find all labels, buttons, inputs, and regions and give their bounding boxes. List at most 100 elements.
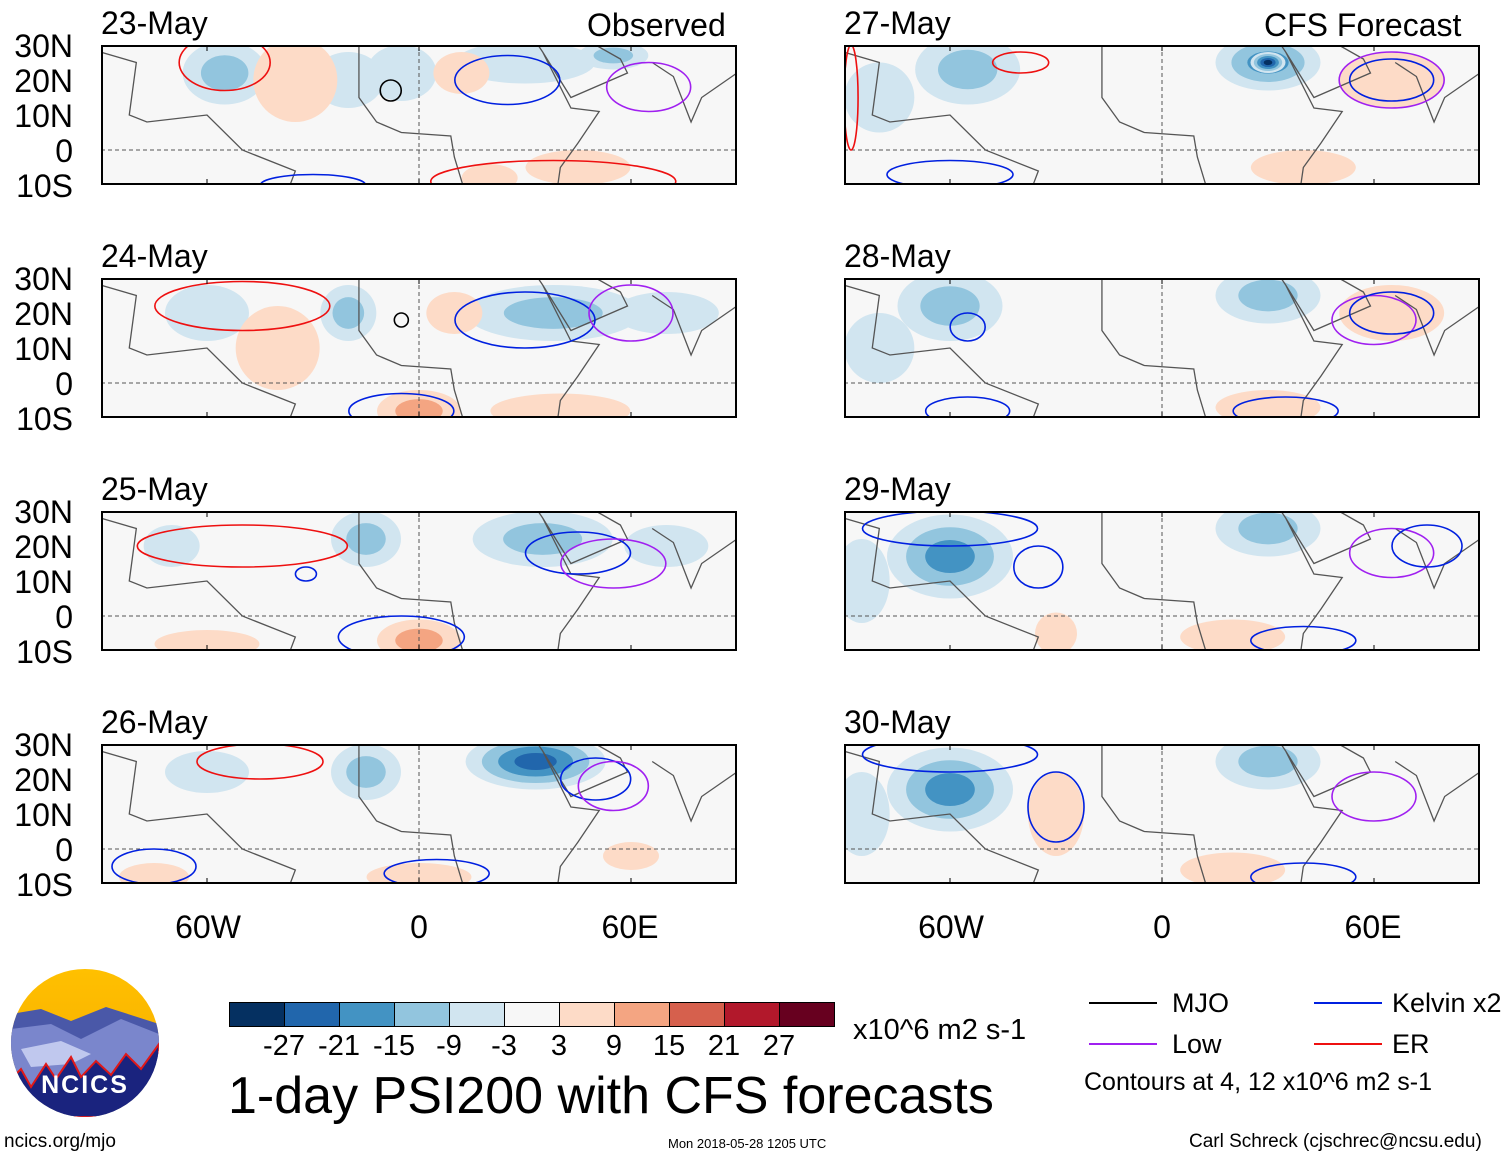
contour-note: Contours at 4, 12 x10^6 m2 s-1 [1084,1068,1433,1096]
anomaly-shading [455,45,595,84]
legend-er-line [1314,1043,1382,1045]
lat-label: 30N [14,494,73,530]
legend-low: Low [1172,1029,1222,1059]
contour-kelvin [111,848,197,884]
map-panel-24-May [101,278,737,418]
anomaly-shading [346,523,386,555]
anomaly-shading [844,539,890,623]
map-panel-25-May [101,511,737,651]
contour-kelvin [348,392,455,418]
legend-mjo-line [1089,1002,1157,1004]
contour-mjo [393,312,410,328]
anomaly-shading [235,306,320,390]
contour-er [154,280,331,332]
lat-label: 10N [14,564,73,600]
contour-kelvin [1232,396,1339,418]
site-link[interactable]: ncics.org/mjo [4,1131,116,1152]
svg-text:NCICS: NCICS [41,1071,129,1099]
contour-kelvin [924,396,1011,418]
colorbar-tick-label: 15 [652,1030,686,1062]
contour-er [991,51,1050,74]
legend-low-line [1089,1043,1157,1045]
contour-low [1338,51,1445,109]
lat-label: 30N [14,727,73,763]
anomaly-shading [1339,52,1445,108]
legend-mjo: MJO [1172,988,1229,1018]
map-panel-23-May [101,45,737,185]
anomaly-shading [1180,852,1286,884]
panel-date: 28-May [844,238,951,274]
contour-kelvin [294,566,318,582]
lat-label: 10S [16,168,73,204]
contour-kelvin [259,173,367,185]
lat-label: 10N [14,797,73,833]
contour-kelvin [949,312,986,342]
anomaly-shading [154,630,260,651]
anomaly-shading [433,52,490,94]
map-panel-27-May [844,45,1480,185]
map-panel-26-May [101,744,737,884]
colorbar-tick-label: -3 [491,1030,517,1062]
colorbar-tick-label: -9 [436,1030,462,1062]
lat-label: 10S [16,867,73,903]
anomaly-shading [525,150,631,185]
contour-low [1331,771,1417,822]
colorbar-swatch [395,1003,450,1026]
colorbar-tick-label: -15 [373,1030,415,1062]
lat-label: 10N [14,98,73,134]
map-panel-28-May [844,278,1480,418]
forecast-label: CFS Forecast [1264,7,1462,43]
contour-kelvin [1027,771,1085,843]
coastlines [101,45,737,185]
contour-low [1348,527,1435,579]
anomaly-shading [165,751,249,793]
contour-kelvin [1348,291,1435,335]
lon-label: 60E [1344,909,1402,945]
contour-kelvin [886,159,1014,185]
coastlines [844,45,1480,185]
lon-label: 60W [918,909,984,945]
contour-er [430,159,677,185]
anomaly-shading [1238,279,1298,312]
anomaly-shading [461,164,518,185]
colorbar-swatch [780,1003,834,1026]
contour-low [588,284,674,342]
lat-label: 10S [16,634,73,670]
lat-label: 30N [14,261,73,297]
colorbar-swatch [230,1003,285,1026]
contour-mjo [379,79,403,102]
contour-kelvin [1013,545,1064,589]
contour-low [560,538,667,589]
colorbar-tick-label: -21 [318,1030,360,1062]
anomaly-shading [1238,745,1298,778]
anomaly-shading [925,539,975,574]
panel-date: 30-May [844,704,951,740]
lat-label: 10S [16,401,73,437]
anomaly-shading [332,297,365,329]
anomaly-shading [395,399,443,418]
anomaly-shading [253,45,338,122]
contour-kelvin [454,54,561,106]
lat-label: 0 [55,366,73,402]
lat-label: 20N [14,63,73,99]
panel-date: 24-May [101,238,208,274]
anomaly-shading [937,49,998,90]
anomaly-shading [490,393,631,418]
anomaly-shading [426,292,483,334]
legend-kelvin-line [1314,1002,1382,1004]
contour-kelvin [1250,862,1357,884]
panel-date: 27-May [844,5,951,41]
map-panel-30-May [844,744,1480,884]
contour-kelvin [559,757,632,801]
panel-date: 26-May [101,704,208,740]
panel-date: 25-May [101,471,208,507]
contour-kelvin [524,531,632,575]
anomaly-shading [1238,512,1298,545]
contour-kelvin [337,615,466,651]
lat-label: 10N [14,331,73,367]
anomaly-shading [1339,285,1445,341]
contour-low [605,61,692,113]
anomaly-shading [844,62,915,133]
anomaly-shading [925,772,975,807]
colorbar-tick-label: -27 [263,1030,305,1062]
